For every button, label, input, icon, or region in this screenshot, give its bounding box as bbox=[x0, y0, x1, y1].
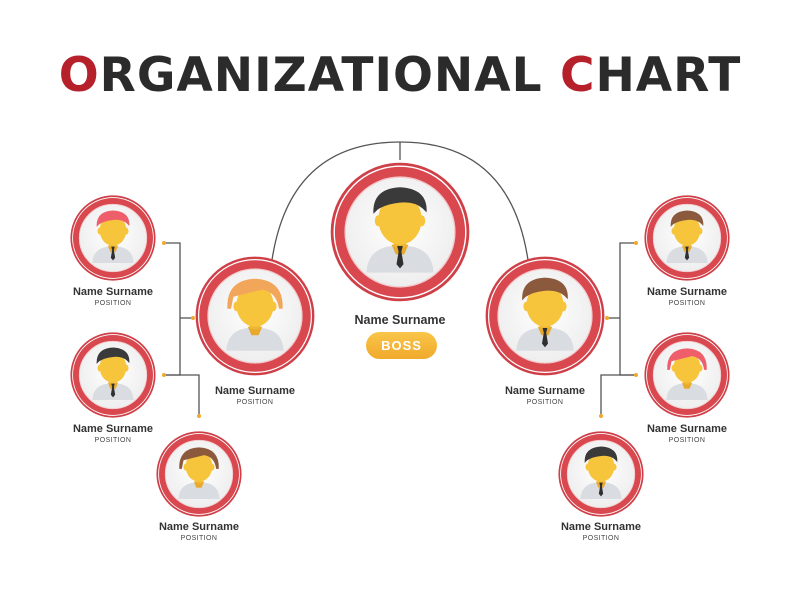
person-position: POSITION bbox=[668, 300, 706, 307]
right-bracket bbox=[619, 242, 636, 376]
avatar-icon bbox=[195, 256, 315, 376]
org-node-left-member-3: Name Surname POSITION bbox=[156, 431, 242, 542]
person-name: Name Surname bbox=[72, 286, 154, 298]
chart-title: ORGANIZATIONAL CHART bbox=[0, 48, 800, 103]
title-accent-c: C bbox=[559, 48, 596, 103]
left-member-3-link bbox=[165, 374, 200, 416]
person-name: Name Surname bbox=[504, 385, 586, 397]
person-position: POSITION bbox=[94, 300, 132, 307]
person-position: POSITION bbox=[526, 399, 564, 406]
connector-dot bbox=[634, 241, 638, 245]
left-bracket bbox=[164, 242, 181, 376]
avatar-icon bbox=[485, 256, 605, 376]
person-position: POSITION bbox=[236, 399, 274, 406]
title-text-1: RGANIZATIONAL bbox=[99, 48, 560, 103]
person-name: Name Surname bbox=[158, 521, 240, 533]
connector-dot bbox=[634, 373, 638, 377]
person-name: Name Surname bbox=[646, 423, 728, 435]
avatar-icon bbox=[70, 332, 156, 418]
right-member-3-link bbox=[600, 374, 635, 416]
avatar-icon bbox=[644, 195, 730, 281]
avatar-icon bbox=[70, 195, 156, 281]
node-label: Name Surname bbox=[315, 313, 485, 328]
node-label: Name Surname POSITION bbox=[602, 286, 772, 308]
person-position: POSITION bbox=[582, 535, 620, 542]
org-node-left-lead: Name Surname POSITION bbox=[195, 256, 315, 406]
person-position: POSITION bbox=[668, 437, 706, 444]
avatar-icon bbox=[330, 162, 470, 302]
connector-dot bbox=[191, 316, 195, 320]
connector-dot bbox=[599, 414, 603, 418]
person-name: Name Surname bbox=[72, 423, 154, 435]
node-label: Name Surname POSITION bbox=[460, 385, 630, 407]
title-text-2: HART bbox=[595, 48, 742, 103]
connector-dot bbox=[605, 316, 609, 320]
person-name: Name Surname bbox=[560, 521, 642, 533]
person-name: Name Surname bbox=[214, 385, 296, 397]
connector-dot bbox=[162, 241, 166, 245]
connector-dot bbox=[197, 414, 201, 418]
avatar-icon bbox=[156, 431, 242, 517]
person-name: Name Surname bbox=[354, 313, 446, 327]
node-label: Name Surname POSITION bbox=[170, 385, 340, 407]
org-node-right-member-2: Name Surname POSITION bbox=[644, 332, 730, 444]
title-accent-o: O bbox=[58, 48, 100, 103]
org-node-left-member-1: Name Surname POSITION bbox=[70, 195, 156, 307]
node-label: Name Surname POSITION bbox=[602, 423, 772, 445]
node-label: Name Surname POSITION bbox=[28, 423, 198, 445]
org-node-right-lead: Name Surname POSITION bbox=[485, 256, 605, 406]
avatar-icon bbox=[644, 332, 730, 418]
org-node-boss: Name Surname bbox=[330, 162, 470, 327]
person-position: POSITION bbox=[180, 535, 218, 542]
org-node-right-member-1: Name Surname POSITION bbox=[644, 195, 730, 307]
org-node-left-member-2: Name Surname POSITION bbox=[70, 332, 156, 444]
connector-dot bbox=[162, 373, 166, 377]
node-label: Name Surname POSITION bbox=[516, 521, 686, 543]
person-name: Name Surname bbox=[646, 286, 728, 298]
org-node-right-member-3: Name Surname POSITION bbox=[558, 431, 644, 542]
boss-badge: BOSS bbox=[366, 332, 437, 359]
avatar-icon bbox=[558, 431, 644, 517]
node-label: Name Surname POSITION bbox=[114, 521, 284, 543]
node-label: Name Surname POSITION bbox=[28, 286, 198, 308]
person-position: POSITION bbox=[94, 437, 132, 444]
